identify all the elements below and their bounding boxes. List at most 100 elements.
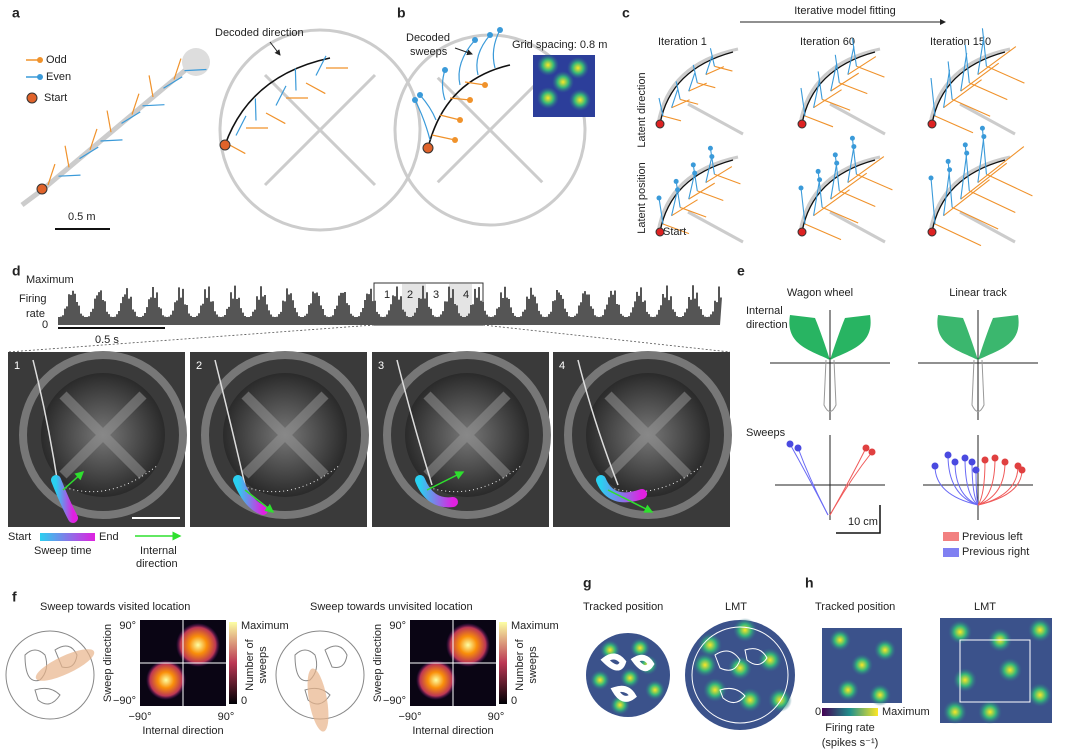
sweep-blobs [596,475,647,503]
label: 2 [407,289,413,301]
arena-outline [691,626,789,724]
scale-bar [836,505,881,534]
label: Internal direction [412,725,493,737]
label: Maximum [511,620,559,632]
label: Even [46,71,71,83]
legend-swatch [943,532,959,541]
field [953,668,977,692]
label: 10 cm [848,516,878,528]
obstacle-outline [714,648,768,703]
panel-label: f [12,589,17,605]
line [800,187,806,225]
circle [457,117,463,123]
circle [968,458,976,466]
sweep [414,99,431,141]
circle [452,137,458,143]
direction-distribution [937,315,1019,360]
label: direction [136,558,178,570]
circle [442,67,448,73]
label: 4 [463,289,469,301]
line [986,173,1033,197]
label: Grid spacing: 0.8 m [512,39,607,51]
heatmap-peak [416,660,456,700]
line [847,56,877,76]
field [620,668,640,688]
track [436,76,544,184]
line [679,206,707,218]
line [697,190,724,201]
circle [981,134,987,140]
field [874,639,896,661]
direction-distribution [789,315,871,360]
arrow [131,93,140,115]
arena [19,351,187,519]
label: 90° [119,620,136,632]
rat-trace [32,359,59,486]
line [830,172,868,200]
arena [383,351,551,519]
label: Maximum [882,706,930,718]
circle [972,466,980,474]
label: 3 [378,360,384,372]
circle [37,74,43,80]
line [7,324,375,353]
line [930,177,936,225]
label: 4 [559,360,565,372]
arrow [148,75,154,98]
track [959,210,1016,244]
circle [1018,466,1026,474]
rat [823,359,837,412]
colorbar [40,533,95,541]
field [537,87,559,109]
obstacle-mask [600,653,655,702]
field [733,618,757,642]
sweep [829,451,873,516]
line [977,36,985,75]
line [709,148,715,175]
label: LMT [725,601,747,613]
label: Number of [514,638,526,690]
line [675,81,681,100]
sweep [934,465,979,506]
line [705,166,733,184]
label: 0 [511,695,517,707]
panel-label: b [397,5,406,21]
circle [961,454,969,462]
line [943,79,982,109]
arrow [142,104,165,107]
label: Sweep direction [372,624,384,702]
arena-arm [59,391,147,479]
label: Sweep time [34,545,91,557]
heatmap-peak [146,660,186,700]
circle [472,37,478,43]
line [960,162,1008,200]
track [687,210,744,244]
panel-label: c [622,5,630,21]
line [244,489,275,513]
line [969,82,1008,101]
label: Firing rate [825,722,875,734]
line [977,46,1017,76]
field [837,679,859,701]
arrow [294,68,297,91]
field [630,638,650,658]
panel-label: a [12,5,20,21]
heatmap-peak [176,623,220,667]
line [969,190,1016,213]
track [687,102,744,136]
colorbar [499,622,507,704]
label: Decoded direction [215,27,304,39]
track [798,155,881,233]
field [829,629,851,651]
label: 0 [42,319,48,331]
label: Iterative model fitting [794,5,896,17]
arrow [254,98,257,121]
circle [849,135,855,141]
firing-histogram [58,285,722,325]
line [986,65,1025,84]
arena-arm [241,391,329,479]
circle [962,142,968,148]
circle [655,227,665,237]
circle [832,152,838,158]
line [960,53,968,92]
